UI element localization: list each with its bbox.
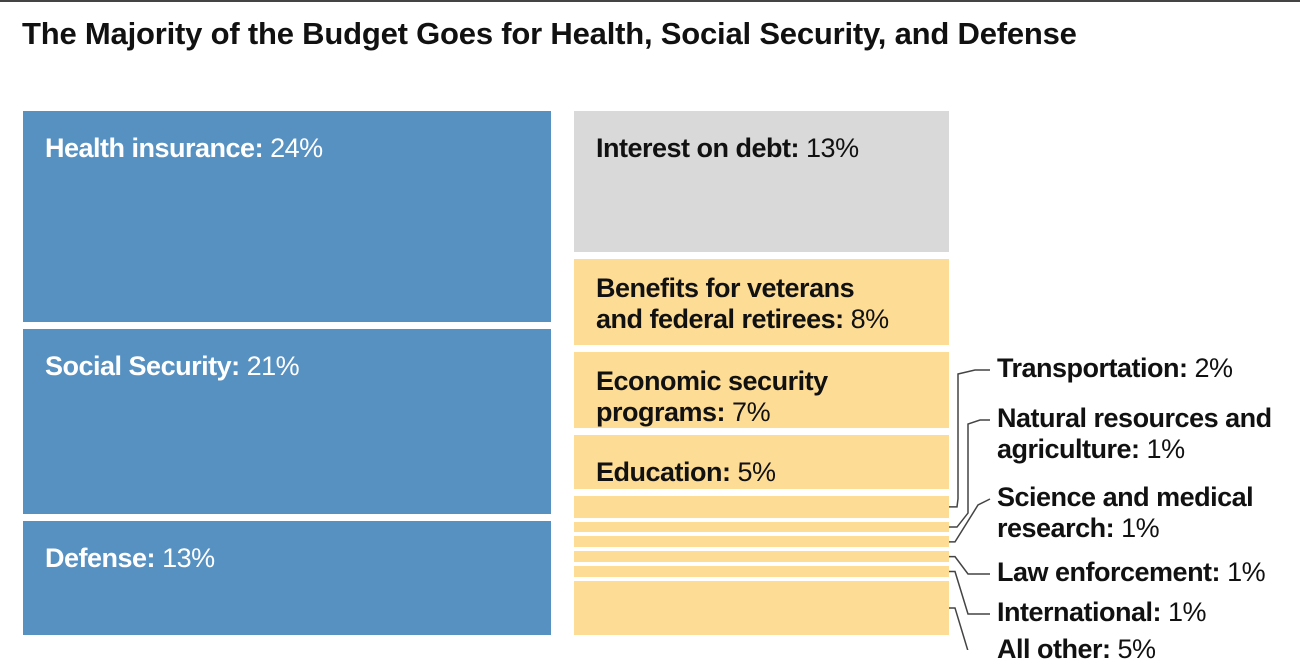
chart-title: The Majority of the Budget Goes for Heal…: [22, 16, 1077, 51]
value-label: 1%: [1227, 557, 1266, 587]
leader-line-other: [949, 607, 969, 650]
value-label: 8%: [850, 303, 890, 334]
category-label: Social Security:: [45, 351, 240, 382]
tile-econ: Economic security programs: 7%: [574, 352, 949, 428]
value-label: 13%: [806, 133, 859, 163]
tile-veterans: Benefits for veterans and federal retiree…: [574, 258, 949, 346]
tile-education: Education: 5%: [574, 434, 949, 489]
category-label: Education:: [596, 456, 731, 487]
value-label: 2%: [1194, 353, 1234, 383]
category-label: and federal retirees:: [596, 303, 844, 334]
leader-line-intl: [949, 570, 990, 615]
value-label: 1%: [1146, 434, 1186, 464]
tile-label-intl: International: 1%: [997, 597, 1207, 628]
tile-defense: Defense: 13%: [23, 520, 551, 635]
tile-label-law: Law enforcement: 1%: [997, 557, 1266, 588]
category-label: International:: [997, 597, 1162, 627]
category-label: Transportation:: [997, 353, 1188, 383]
tile-transport: [574, 496, 949, 518]
category-label: Benefits for veterans: [596, 272, 855, 303]
category-label: Law enforcement:: [997, 557, 1221, 587]
tile-socsec: Social Security: 21%: [23, 329, 551, 514]
leader-line-natural: [949, 419, 990, 528]
top-rule: [0, 0, 1300, 2]
tile-label-education: Education: 5%: [596, 457, 776, 488]
tile-intl: [574, 566, 949, 577]
leader-lines: [949, 369, 991, 650]
category-label: Economic security: [596, 366, 828, 397]
leader-line-science: [949, 498, 991, 543]
tile-label-veterans: Benefits for veterans and federal retiree…: [596, 273, 889, 335]
tile-other: [574, 580, 949, 635]
leader-line-law: [949, 555, 990, 575]
category-label: Interest on debt:: [596, 133, 800, 163]
value-label: 1%: [1168, 597, 1207, 627]
value-label: 13%: [162, 542, 215, 573]
value-label: 5%: [1117, 634, 1157, 664]
tile-label-defense: Defense: 13%: [45, 543, 215, 574]
tile-label-health: Health insurance: 24%: [45, 133, 323, 164]
value-label: 21%: [246, 351, 300, 382]
value-label: 24%: [270, 133, 323, 163]
category-label: Natural resources and: [997, 403, 1272, 433]
category-label: agriculture:: [997, 434, 1140, 464]
tile-health: Health insurance: 24%: [23, 111, 551, 323]
tile-label-transport: Transportation: 2%: [997, 353, 1233, 384]
value-label: 5%: [737, 456, 777, 487]
tile-science: [574, 536, 949, 548]
tile-label-natural: Natural resources and agriculture: 1%: [997, 403, 1272, 465]
category-label: All other:: [997, 634, 1111, 664]
category-label: programs:: [596, 397, 726, 428]
tile-law: [574, 551, 949, 563]
category-label: Health insurance:: [45, 133, 264, 163]
tile-label-interest: Interest on debt: 13%: [596, 133, 859, 164]
value-label: 1%: [1121, 513, 1160, 543]
tile-interest: Interest on debt: 13%: [574, 111, 949, 252]
category-label: Defense:: [45, 542, 156, 573]
category-label: research:: [997, 513, 1115, 543]
tile-label-socsec: Social Security: 21%: [45, 351, 300, 382]
value-label: 7%: [732, 397, 771, 428]
tile-natural: [574, 521, 949, 533]
tile-label-science: Science and medical research: 1%: [997, 482, 1254, 544]
tile-label-econ: Economic security programs: 7%: [596, 366, 828, 428]
leader-line-transport: [949, 369, 990, 508]
category-label: Science and medical: [997, 482, 1254, 512]
